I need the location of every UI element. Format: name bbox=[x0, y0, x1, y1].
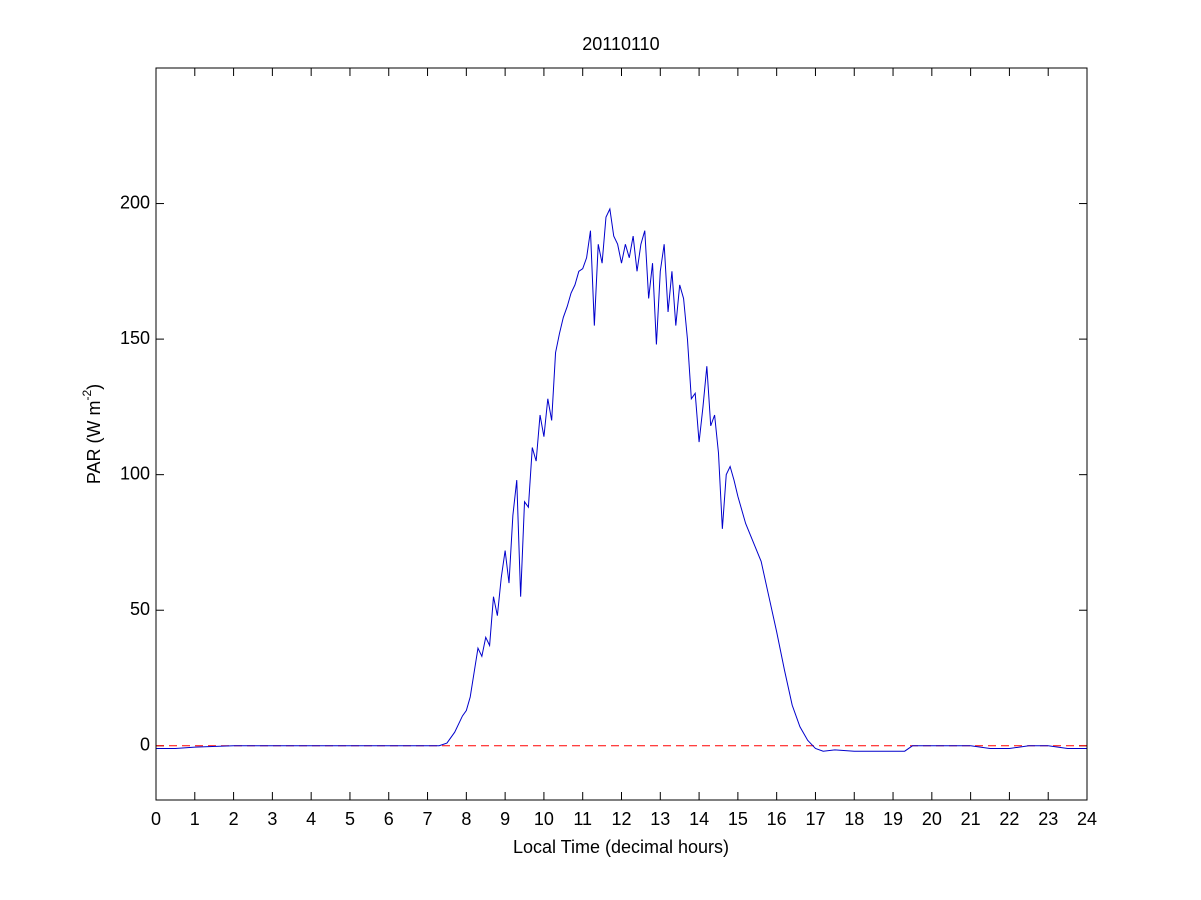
x-tick-label: 3 bbox=[267, 809, 277, 829]
x-tick-label: 4 bbox=[306, 809, 316, 829]
x-tick-label: 10 bbox=[534, 809, 554, 829]
x-tick-label: 14 bbox=[689, 809, 709, 829]
x-tick-label: 7 bbox=[423, 809, 433, 829]
y-label-superscript: -2 bbox=[80, 390, 94, 401]
x-tick-label: 9 bbox=[500, 809, 510, 829]
chart-title: 20110110 bbox=[582, 34, 659, 54]
data-line bbox=[156, 207, 1087, 752]
y-label-text: PAR (W m bbox=[84, 401, 104, 485]
x-tick-label: 17 bbox=[805, 809, 825, 829]
x-axis-label: Local Time (decimal hours) bbox=[513, 837, 729, 857]
x-tick-label: 15 bbox=[728, 809, 748, 829]
x-tick-label: 24 bbox=[1077, 809, 1097, 829]
x-tick-label: 20 bbox=[922, 809, 942, 829]
x-tick-label: 1 bbox=[190, 809, 200, 829]
x-tick-label: 0 bbox=[151, 809, 161, 829]
y-tick-label: 100 bbox=[120, 463, 150, 483]
x-tick-label: 12 bbox=[611, 809, 631, 829]
x-tick-label: 16 bbox=[767, 809, 787, 829]
y-axis-label: PAR (W m-2) bbox=[80, 384, 104, 484]
y-tick-label: 0 bbox=[140, 735, 150, 755]
plot-area: 0 1 2 3 4 5 6 7 8 9 10 11 12 13 14 15 16 17 18 19 20 21 22 23 24… bbox=[120, 68, 1097, 829]
y-tick-label: 150 bbox=[120, 328, 150, 348]
x-tick-label: 6 bbox=[384, 809, 394, 829]
x-tick-label: 19 bbox=[883, 809, 903, 829]
x-tick-label: 21 bbox=[961, 809, 981, 829]
x-tick-label: 2 bbox=[229, 809, 239, 829]
x-tick-label: 11 bbox=[573, 809, 592, 829]
y-tick-label: 50 bbox=[130, 599, 150, 619]
axes-box bbox=[155, 67, 1088, 801]
x-tick-label: 23 bbox=[1038, 809, 1058, 829]
y-label-suffix: ) bbox=[84, 384, 104, 390]
x-tick-label: 5 bbox=[345, 809, 355, 829]
x-tick-label: 18 bbox=[844, 809, 864, 829]
y-tick-label: 200 bbox=[120, 192, 150, 212]
x-tick-label: 22 bbox=[999, 809, 1019, 829]
x-tick-label: 13 bbox=[650, 809, 670, 829]
x-tick-label: 8 bbox=[461, 809, 471, 829]
